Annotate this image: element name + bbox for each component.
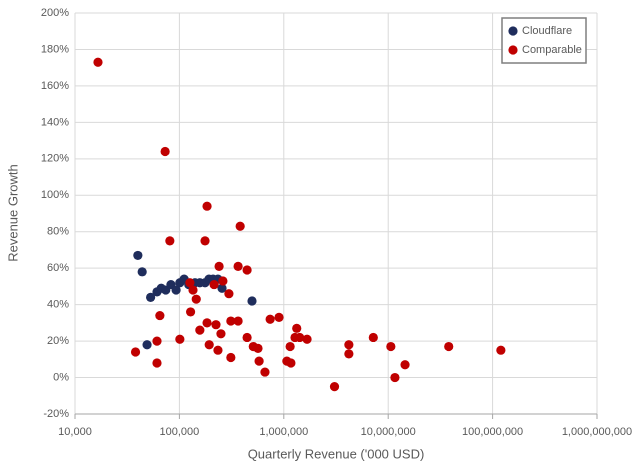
y-tick-label: 180% [41,43,69,55]
point [235,221,245,231]
point [188,285,198,295]
y-tick-label: 100% [41,189,69,201]
point [209,279,219,290]
point [211,320,221,330]
point [242,332,252,343]
point [386,341,396,352]
point [344,349,354,359]
point [302,334,312,344]
y-tick-label: 140% [41,116,69,128]
point [204,340,214,350]
point [216,329,226,339]
x-tick-label: 10,000 [58,426,92,438]
y-tick-label: 40% [47,299,69,311]
point [253,343,263,353]
point [202,318,212,328]
point [286,358,296,368]
point [202,201,212,211]
point [247,296,257,306]
point [292,323,302,333]
point [400,360,410,370]
point [217,283,227,293]
x-tick-label: 1,000,000,000 [562,426,632,438]
point [200,236,210,246]
y-tick-label: 20% [47,335,69,347]
point [165,236,175,246]
point [133,250,143,261]
point [224,289,234,299]
point [160,146,170,157]
point [496,345,506,355]
legend-marker [508,45,518,55]
point [185,307,196,317]
point [260,367,270,377]
point [214,261,224,271]
point [242,265,252,275]
x-tick-label: 1,000,000 [259,426,308,438]
point [175,334,185,344]
point [171,285,181,295]
point [329,382,340,392]
x-tick-label: 10,000,000 [361,426,416,438]
point [93,57,103,67]
point [152,336,162,346]
point [195,325,205,335]
point [191,294,201,304]
y-tick-label: 0% [53,371,69,383]
point [233,261,243,271]
point [265,314,275,324]
point [152,358,162,368]
x-tick-label: 100,000 [160,426,200,438]
point [254,356,264,366]
y-tick-label: 60% [47,262,69,274]
point [213,345,223,355]
point [444,341,454,352]
legend-label: Cloudflare [522,25,572,37]
y-tick-label: 200% [41,7,69,19]
point [142,340,152,350]
point [146,292,156,302]
point [226,316,236,326]
y-axis-title: Revenue Growth [5,164,20,262]
point [155,310,165,321]
legend-box [501,17,587,64]
point [390,372,400,383]
x-axis-title: Quarterly Revenue ('000 USD) [248,446,425,461]
legend-marker [508,26,518,36]
point [295,332,305,343]
point [218,276,228,286]
point [226,352,236,363]
y-tick-label: -20% [43,408,69,420]
x-tick-label: 100,000,000 [462,426,523,438]
y-tick-label: 80% [47,226,69,238]
point [185,278,195,288]
y-tick-label: 120% [41,153,69,165]
point [130,347,141,357]
point [274,312,284,322]
point [368,332,378,343]
legend-label: Comparable [522,44,582,56]
y-tick-label: 160% [41,80,69,92]
point [344,340,354,350]
point [233,316,243,326]
point [285,341,295,352]
point [137,267,147,277]
